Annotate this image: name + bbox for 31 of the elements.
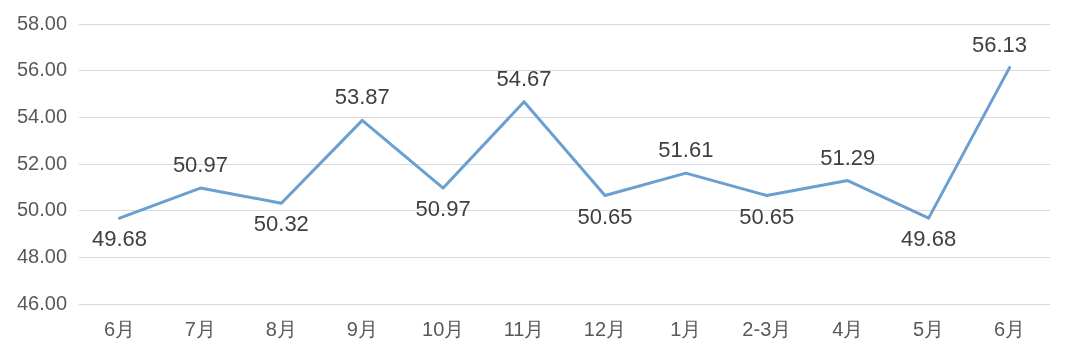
x-tick-label: 1月 — [670, 317, 702, 340]
x-tick-label: 11月 — [503, 317, 545, 340]
x-tick-label: 8月 — [265, 317, 297, 340]
data-label: 49.68 — [901, 226, 957, 252]
x-tick-label: 2-3月 — [742, 317, 792, 340]
y-tick-label: 48.00 — [16, 244, 68, 267]
data-label: 54.67 — [496, 65, 552, 91]
x-tick-label: 4月 — [832, 317, 864, 340]
data-label: 50.97 — [172, 152, 228, 178]
x-tick-label: 7月 — [184, 317, 216, 340]
y-tick-label: 58.00 — [16, 11, 68, 34]
x-tick-label: 12月 — [583, 317, 627, 340]
x-tick-label: 9月 — [346, 317, 378, 340]
data-label: 50.32 — [253, 211, 309, 237]
data-label: 50.65 — [739, 203, 795, 229]
data-label: 49.68 — [91, 226, 148, 252]
x-tick-label: 6月 — [103, 317, 136, 340]
data-label: 50.97 — [415, 196, 471, 222]
y-tick-label: 54.00 — [16, 104, 68, 127]
y-tick-label: 52.00 — [16, 151, 68, 174]
data-label: 51.61 — [658, 137, 714, 163]
y-tick-label: 50.00 — [16, 198, 68, 221]
data-label: 50.65 — [577, 203, 633, 229]
data-label: 53.87 — [334, 84, 390, 110]
x-tick-label: 6月 — [993, 317, 1026, 340]
data-label: 56.13 — [972, 31, 1028, 57]
y-tick-label: 46.00 — [16, 291, 68, 314]
x-tick-label: 5月 — [913, 317, 945, 340]
y-tick-label: 56.00 — [16, 58, 68, 81]
x-tick-label: 10月 — [422, 317, 465, 340]
data-label: 51.29 — [820, 144, 876, 170]
